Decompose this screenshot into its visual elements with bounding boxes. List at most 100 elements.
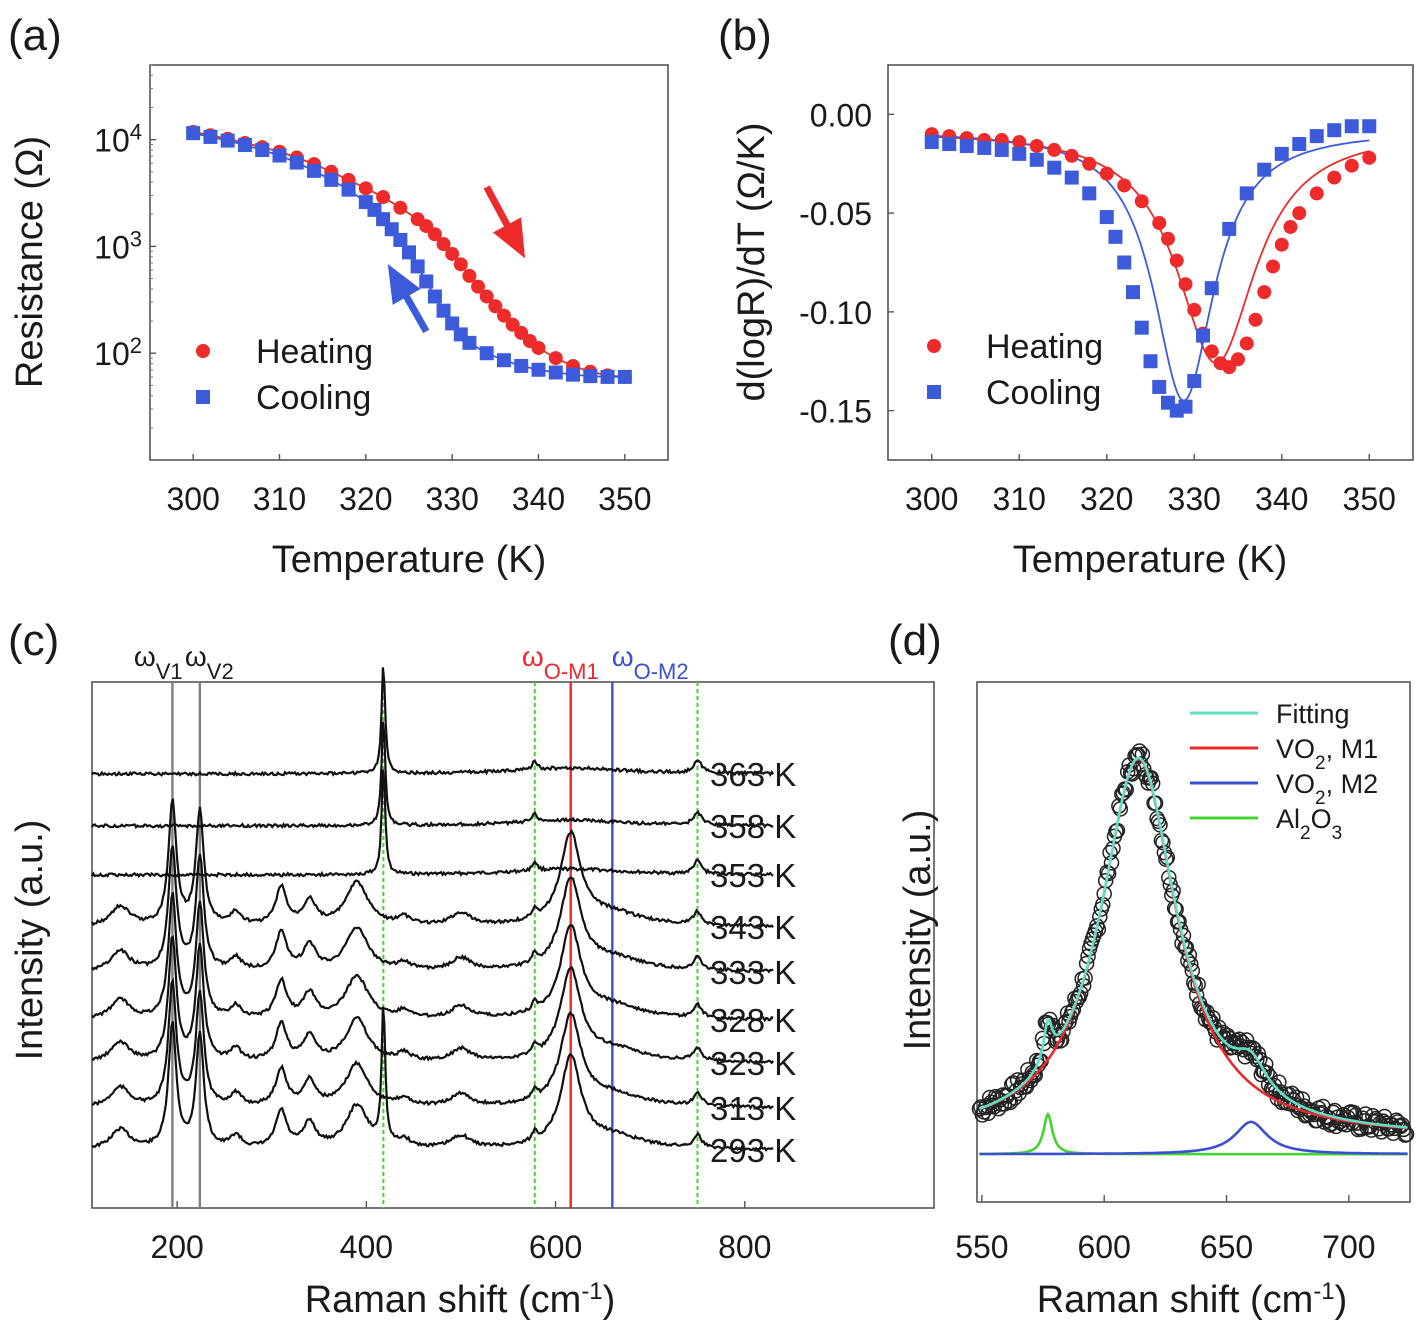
panel-a-legend-marker-cooling [196,390,210,404]
panel-d-xlabel: Raman shift (cm-1) [1037,1278,1348,1322]
panel-b-point-cooling [977,140,992,155]
panel-b-point-heating [1064,148,1079,163]
panel-b-point-cooling [1064,170,1079,185]
panel-b-xtick-label: 340 [1255,481,1308,517]
panel-a-legend-label-cooling: Cooling [256,379,371,417]
panel-a-xtick-label: 330 [425,481,478,517]
panel-b-ytick-label: 0.00 [810,97,872,133]
panel-b-frame [887,64,1414,461]
panel-a-point-heating [436,237,451,252]
panel-a-point-cooling [548,365,563,380]
panel-b-point-heating [1274,237,1289,252]
panel-a-point-cooling [462,335,477,350]
panel-a-point-cooling [220,133,235,148]
panel-a-point-heating [496,308,511,323]
panel-c-temperature-label: 333 K [710,954,796,991]
panel-c-temperature-label: 293 K [710,1132,796,1169]
panel-a-xtick-label: 300 [166,481,219,517]
panel-b-point-heating [1012,135,1027,150]
panel-a-point-cooling [583,369,598,384]
panel-b-point-heating [1029,138,1044,153]
panel-a-legend-marker-heating [196,344,210,358]
panel-c-label-omega-om2: ωO-M2 [612,641,689,684]
panel-b-point-cooling [1152,379,1167,394]
panel-a-point-heating [427,227,442,242]
panel-b-point-cooling [1047,160,1062,175]
panel-a-point-heating [531,340,546,355]
panel-b-point-cooling [1187,374,1202,388]
panel-b-point-heating [1178,277,1193,292]
panel-a-point-cooling [255,142,270,157]
panel-b-point-cooling [959,138,974,153]
panel-d-data-point [1259,1065,1275,1081]
panel-b-point-cooling [994,142,1009,157]
panel-d-curve-fitting [978,756,1408,1129]
panel-b-point-cooling [1344,119,1359,134]
panel-b-point-cooling [1362,119,1377,134]
panel-c-spectrum-line [91,977,774,1111]
panel-b-point-cooling [1143,354,1158,369]
panel-a-point-cooling [341,182,356,197]
panel-b-xtick-label: 320 [1080,481,1133,517]
panel-b-point-heating [1266,259,1280,274]
panel-b-point-cooling [1108,229,1123,244]
panel-a-point-cooling [496,353,511,368]
panel-c-temperature-label: 358 K [710,808,796,845]
panel-b-point-heating [1239,336,1254,351]
panel-b-ytick-label: -0.10 [799,295,872,331]
panel-b-point-heating [1362,150,1377,165]
panel-b-point-heating [1161,231,1175,246]
panel-a-frame [149,64,669,461]
panel-b-point-cooling [1309,129,1324,144]
panel-c: (c) 293 K 313 K 323 K 328 K 333 K 343 K 353 K 3… [8,616,935,1321]
panel-a-xlabel: Temperature (K) [272,539,547,581]
panel-c-temperature-label: 343 K [710,909,796,946]
panel-a-point-cooling [410,259,425,274]
panel-b-point-heating [1134,194,1149,209]
panel-b-point-heating [1231,352,1245,367]
panel-a-ytick-label: 102 [94,333,142,373]
panel-b-point-heating [1283,219,1298,234]
panel-d-xtick-label: 600 [1078,1229,1131,1265]
panel-c-temperature-label: 363 K [710,756,796,793]
panel-b-point-heating [1344,158,1359,173]
panel-c-label-omega-v2: ωV2 [185,641,234,684]
panel-b-point-cooling [924,135,939,150]
panel-b-point-heating [1309,186,1324,201]
panel-b-point-cooling [1292,137,1307,151]
panel-b-legend-label-cooling: Cooling [986,374,1101,412]
panel-b-xtick-label: 330 [1168,481,1221,517]
panel-c-xtick-label: 400 [340,1229,393,1265]
panel-b-point-heating [1248,312,1263,327]
panel-c-temperature-label: 313 K [710,1090,796,1127]
panel-b-point-cooling [1012,146,1027,161]
panel-b-point-heating [1099,166,1114,181]
panel-b-point-cooling [942,137,957,151]
panel-c-spectrum-line [91,769,774,879]
panel-b-point-heating [1152,216,1167,230]
panel-a-point-heating [393,200,408,215]
panel-a-arrow-head [492,217,526,259]
panel-a-point-cooling [436,303,451,318]
panel-b-point-heating [1257,285,1272,300]
panel-a-legend-label-heating: Heating [256,333,373,371]
panel-a-point-cooling [393,232,408,247]
panel-b-legend-marker-cooling [927,385,941,399]
panel-a-point-heating [479,289,494,304]
panel-a-xtick-label: 350 [598,481,651,517]
panel-d-data-point [1231,1031,1247,1048]
panel-b-xtick-label: 300 [905,481,958,517]
panel-c-ylabel: Intensity (a.u.) [9,820,51,1061]
panel-c-label-omega-v1: ωV1 [134,641,183,684]
panel-a-point-cooling [203,129,218,144]
panel-c-spectrum-line [91,721,774,830]
panel-a-point-cooling [324,172,339,187]
panel-a-arrow-head [387,263,421,305]
panel-a-point-heating [453,257,468,272]
panel-b: (b) 300 310 320 330 340 350 0.00 -0.05 -0.10 -0.… [718,11,1414,581]
panel-a-point-cooling [445,316,460,331]
panel-a-point-cooling [427,289,442,304]
panel-c-spectrum-line [91,1006,774,1152]
panel-b-point-cooling [1196,328,1210,343]
panel-a-point-cooling [419,274,434,289]
